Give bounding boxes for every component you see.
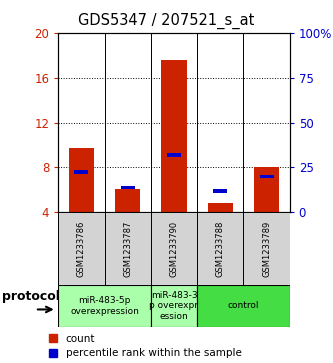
Text: protocol: protocol: [2, 290, 60, 303]
Bar: [151, 285, 197, 327]
Text: GSM1233788: GSM1233788: [216, 220, 225, 277]
Bar: [115, 189, 141, 212]
Text: GSM1233786: GSM1233786: [77, 220, 86, 277]
Text: miR-483-5p
overexpression: miR-483-5p overexpression: [70, 296, 139, 315]
Bar: [69, 148, 94, 212]
Text: GSM1233790: GSM1233790: [169, 221, 178, 277]
Text: GDS5347 / 207521_s_at: GDS5347 / 207521_s_at: [78, 13, 255, 29]
Bar: [58, 285, 151, 327]
Bar: [254, 167, 279, 212]
Text: GSM1233787: GSM1233787: [123, 220, 132, 277]
Text: miR-483-3
p overexpr
ession: miR-483-3 p overexpr ession: [150, 291, 198, 321]
Bar: [121, 186, 135, 189]
Bar: [167, 154, 181, 157]
Legend: count, percentile rank within the sample: count, percentile rank within the sample: [47, 332, 243, 360]
Text: control: control: [228, 301, 259, 310]
Bar: [74, 170, 89, 174]
Text: GSM1233789: GSM1233789: [262, 221, 271, 277]
Bar: [161, 60, 187, 212]
Bar: [197, 285, 290, 327]
Bar: [207, 203, 233, 212]
Bar: [213, 189, 227, 193]
Bar: [259, 175, 274, 178]
